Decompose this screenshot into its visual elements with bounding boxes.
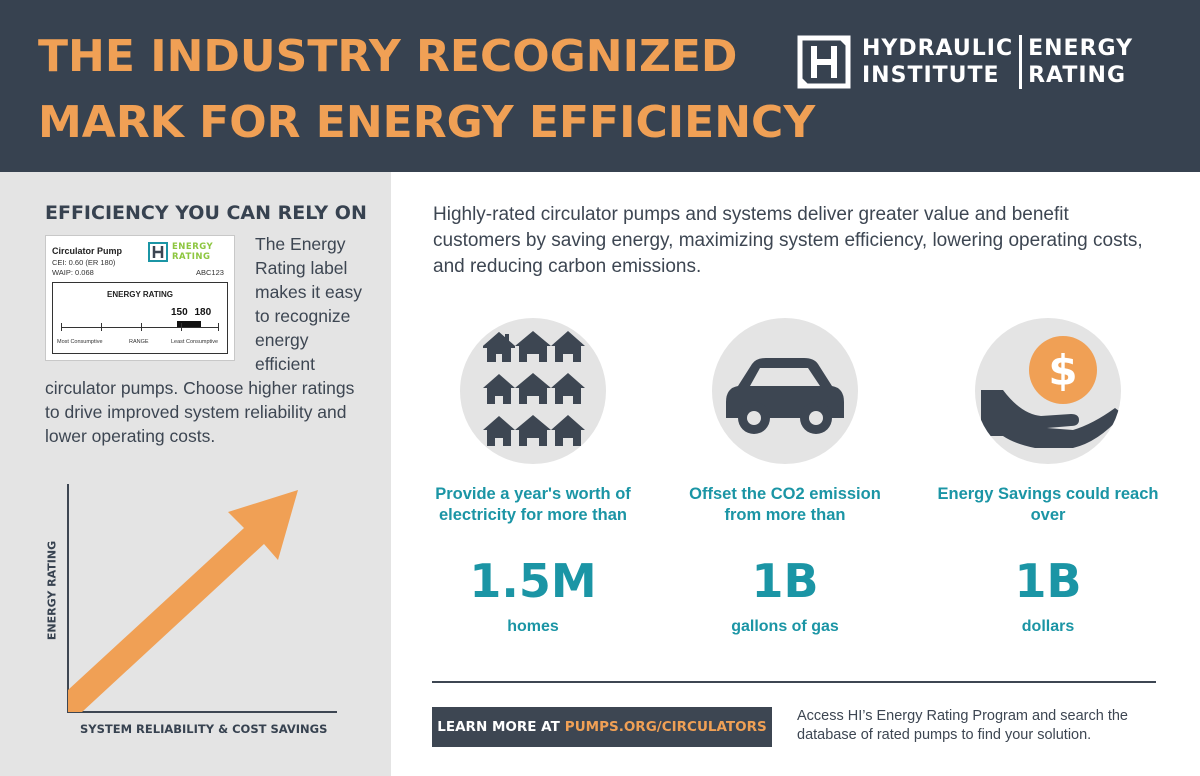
- hi-logo-icon: [797, 35, 851, 89]
- stat-homes-unit: homes: [507, 618, 559, 635]
- houses-icon: [460, 318, 606, 464]
- intro-paragraph: Highly-rated circulator pumps and system…: [433, 204, 1143, 277]
- label-scale-values: 150 180: [171, 307, 211, 318]
- label-waip: WAIP: 0.068: [52, 268, 94, 277]
- energy-rating-label-card: Circulator Pump CEI: 0.60 (ER 180) WAIP:…: [45, 235, 235, 361]
- money-hand-icon: $: [975, 318, 1121, 464]
- footer-divider: [432, 681, 1156, 683]
- label-axis: [61, 327, 219, 328]
- cta-description: Access HI’s Energy Rating Program and se…: [797, 708, 1128, 743]
- label-logo-rating: RATING: [172, 252, 211, 262]
- stat-gas-unit: gallons of gas: [731, 618, 839, 635]
- label-scale-title: ENERGY RATING: [107, 290, 173, 299]
- chart-x-axis: [67, 711, 337, 713]
- headline: THE INDUSTRY RECOGNIZED MARK FOR ENERGY …: [38, 24, 815, 156]
- left-paragraph-rest: circulator pumps. Choose higher ratings …: [45, 378, 355, 446]
- logo-word-rating: RATING: [1028, 63, 1127, 88]
- headline-line-2: MARK FOR ENERGY EFFICIENCY: [38, 97, 816, 148]
- stat-dollars-value: 1B: [1014, 554, 1082, 608]
- svg-text:$: $: [1048, 346, 1077, 395]
- stat-dollars: $ Energy Savings could reach over 1B dol…: [933, 318, 1163, 636]
- stat-homes-value: 1.5M: [469, 554, 597, 608]
- logo-wordmark: HYDRAULIC INSTITUTE ENERGY RATING: [862, 35, 1133, 89]
- label-scale-most: Least Consumptive: [171, 339, 219, 345]
- chart-y-label: ENERGY RATING: [45, 540, 59, 641]
- learn-more-button[interactable]: LEARN MORE AT PUMPS.ORG/CIRCULATORS: [432, 707, 772, 747]
- header-banner: THE INDUSTRY RECOGNIZED MARK FOR ENERGY …: [0, 0, 1200, 172]
- logo-word-hydraulic: HYDRAULIC: [862, 36, 1014, 61]
- stat-homes-description: Provide a year's worth of electricity fo…: [435, 485, 631, 524]
- cta-prefix: LEARN MORE AT: [437, 719, 560, 735]
- logo-word-energy: ENERGY: [1028, 36, 1134, 61]
- stat-dollars-description: Energy Savings could reach over: [937, 485, 1159, 524]
- car-icon: [712, 318, 858, 464]
- hi-energy-rating-logo: HYDRAULIC INSTITUTE ENERGY RATING: [796, 32, 1133, 92]
- chart-x-label: SYSTEM RELIABILITY & COST SAVINGS: [80, 722, 328, 736]
- label-tick: [141, 323, 142, 331]
- label-tick: [101, 323, 102, 331]
- cta-url-link[interactable]: PUMPS.ORG/CIRCULATORS: [564, 719, 767, 735]
- left-panel-title: EFFICIENCY YOU CAN RELY ON: [45, 202, 367, 224]
- energy-rating-logo-icon: [148, 242, 168, 262]
- label-logo: ENERGY RATING: [148, 242, 213, 262]
- label-tick: [181, 323, 182, 331]
- label-tick: [61, 323, 62, 331]
- growth-arrow-icon: [68, 490, 298, 712]
- label-tick: [218, 323, 219, 331]
- chart-y-axis: [67, 484, 69, 712]
- left-panel: EFFICIENCY YOU CAN RELY ON The Energy Ra…: [0, 172, 391, 776]
- label-value-low: 150: [171, 307, 188, 318]
- stat-gas: Offset the CO2 emission from more than 1…: [670, 318, 900, 636]
- stat-gas-description: Offset the CO2 emission from more than: [689, 485, 881, 524]
- label-scale-box: ENERGY RATING 150 180 Most Consumptive R…: [52, 282, 228, 354]
- logo-word-institute: INSTITUTE: [862, 63, 1000, 88]
- rating-vs-reliability-chart: ENERGY RATING SYSTEM RELIABILITY & COST …: [40, 472, 360, 772]
- label-logo-energy: ENERGY: [172, 242, 214, 252]
- label-value-high: 180: [194, 307, 212, 318]
- headline-line-1: THE INDUSTRY RECOGNIZED: [38, 31, 738, 82]
- label-scale-range: RANGE: [129, 339, 149, 345]
- left-paragraph: The Energy Rating label makes it easy to…: [45, 232, 362, 448]
- label-cei: CEI: 0.60 (ER 180): [52, 258, 116, 267]
- stat-dollars-unit: dollars: [1021, 618, 1075, 635]
- label-product-name: Circulator Pump: [52, 246, 123, 256]
- label-code: ABC123: [196, 268, 224, 277]
- label-range-bar: [177, 321, 201, 327]
- label-scale-least: Most Consumptive: [57, 339, 103, 345]
- left-paragraph-wrapped: The Energy Rating label makes it easy to…: [255, 234, 362, 374]
- stat-gas-value: 1B: [751, 554, 819, 608]
- stat-homes: Provide a year's worth of electricity fo…: [418, 318, 648, 636]
